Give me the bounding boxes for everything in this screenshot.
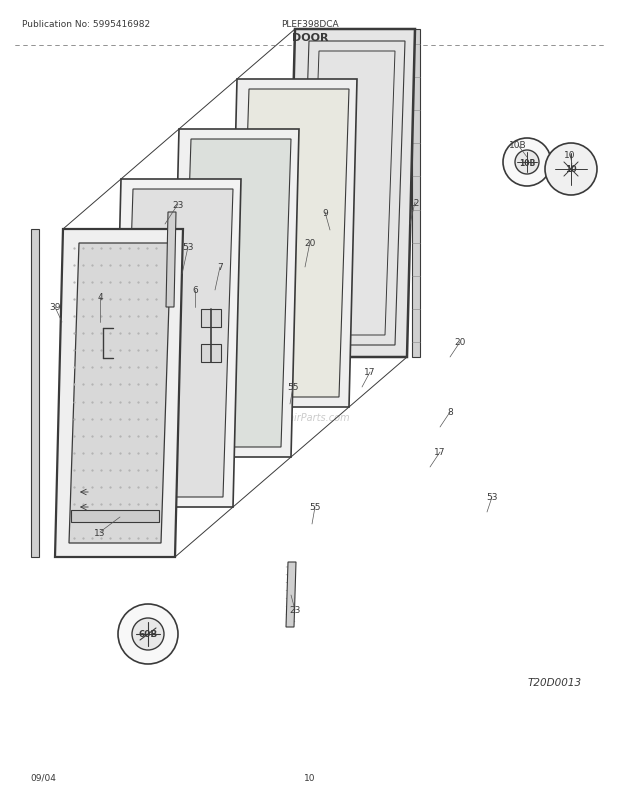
Polygon shape bbox=[181, 140, 291, 448]
Text: 23: 23 bbox=[172, 200, 184, 209]
Text: PLEF398DCA: PLEF398DCA bbox=[281, 20, 339, 29]
Polygon shape bbox=[287, 30, 415, 358]
Polygon shape bbox=[201, 345, 221, 363]
Polygon shape bbox=[412, 30, 420, 358]
Text: 23: 23 bbox=[290, 606, 301, 615]
Polygon shape bbox=[201, 310, 221, 327]
Text: 12: 12 bbox=[409, 198, 421, 207]
Polygon shape bbox=[166, 213, 176, 308]
Text: Publication No: 5995416982: Publication No: 5995416982 bbox=[22, 20, 150, 29]
Text: 10: 10 bbox=[304, 773, 316, 782]
Polygon shape bbox=[299, 42, 405, 346]
Polygon shape bbox=[239, 90, 349, 398]
Text: 60B: 60B bbox=[138, 630, 157, 638]
Text: 10: 10 bbox=[565, 165, 577, 174]
Circle shape bbox=[515, 151, 539, 175]
Polygon shape bbox=[69, 244, 171, 543]
Text: 8: 8 bbox=[447, 408, 453, 417]
Text: 53: 53 bbox=[486, 493, 498, 502]
Text: 55: 55 bbox=[309, 503, 321, 512]
Text: 20: 20 bbox=[454, 338, 466, 347]
Polygon shape bbox=[229, 80, 357, 407]
Text: 39: 39 bbox=[49, 303, 61, 312]
Circle shape bbox=[545, 144, 597, 196]
Text: 6: 6 bbox=[192, 286, 198, 295]
Text: 09/04: 09/04 bbox=[30, 773, 56, 782]
Bar bbox=[71, 510, 159, 522]
Text: DOOR: DOOR bbox=[292, 33, 328, 43]
Text: 53: 53 bbox=[182, 243, 193, 252]
Text: 55: 55 bbox=[287, 383, 299, 392]
Text: 17: 17 bbox=[434, 448, 446, 457]
Text: 13: 13 bbox=[94, 528, 106, 537]
Polygon shape bbox=[123, 190, 233, 497]
Polygon shape bbox=[31, 229, 39, 557]
Circle shape bbox=[503, 139, 551, 187]
Text: 10: 10 bbox=[564, 150, 576, 160]
Text: 20: 20 bbox=[304, 238, 316, 247]
Text: 10B: 10B bbox=[509, 141, 527, 150]
Text: T20D0013: T20D0013 bbox=[528, 677, 582, 687]
Polygon shape bbox=[171, 130, 299, 457]
Circle shape bbox=[118, 604, 178, 664]
Polygon shape bbox=[55, 229, 183, 557]
Text: 7: 7 bbox=[217, 263, 223, 272]
Polygon shape bbox=[113, 180, 241, 508]
Text: RepairParts.com: RepairParts.com bbox=[270, 412, 350, 423]
Circle shape bbox=[132, 618, 164, 650]
Polygon shape bbox=[286, 562, 296, 627]
Text: 9: 9 bbox=[322, 209, 328, 217]
Text: 10B: 10B bbox=[519, 158, 535, 168]
Text: 4: 4 bbox=[97, 294, 103, 302]
Text: 17: 17 bbox=[365, 368, 376, 377]
